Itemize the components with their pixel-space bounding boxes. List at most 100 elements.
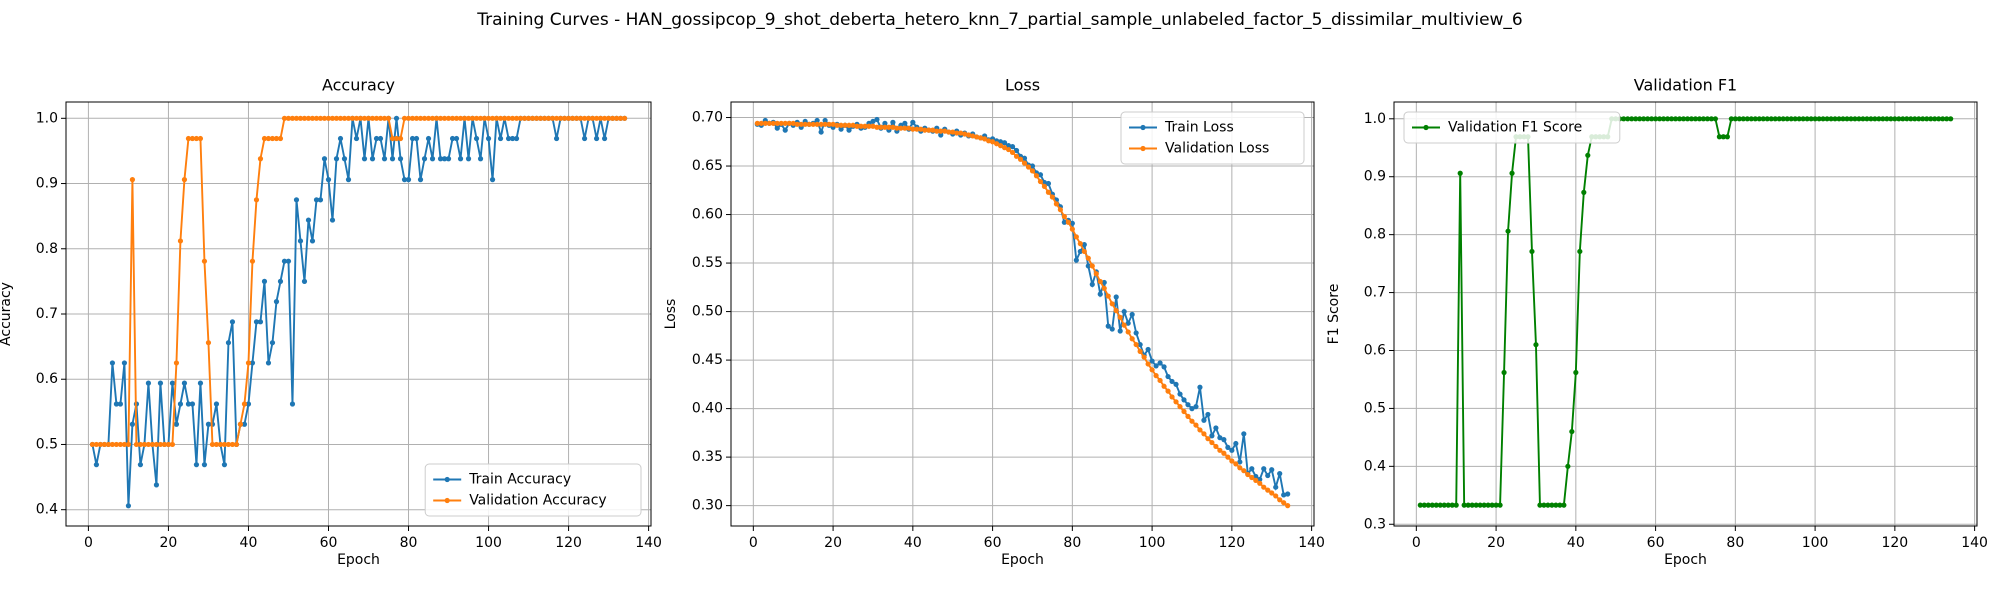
data-point [241,421,248,427]
data-point [942,128,948,134]
data-point [1273,493,1279,499]
data-point [417,115,424,121]
data-point [1033,173,1040,179]
data-point [1429,502,1435,508]
data-point [137,462,144,468]
data-point [177,401,184,407]
data-point [513,135,520,142]
data-point [497,115,504,121]
legend-label: Train Accuracy [468,472,571,488]
data-point [1237,465,1243,471]
data-point [1065,219,1071,225]
data-point [589,115,596,121]
data-point [1932,116,1938,122]
data-point [153,441,160,448]
data-point [910,126,916,132]
data-point [958,130,964,136]
data-point [1049,194,1056,200]
data-point [950,129,956,135]
data-point [385,115,392,121]
data-point [1892,116,1898,122]
data-point [1009,144,1016,150]
data-point [269,340,276,346]
data-point [1541,502,1547,508]
data-point [301,115,308,121]
y-tick-label: 0.5 [1364,400,1386,416]
data-point [1581,189,1587,195]
data-point [882,124,888,130]
data-point [1273,484,1279,490]
data-point [129,177,136,183]
data-point [1776,116,1782,122]
subplot-title: Accuracy [322,76,395,95]
legend-box [1120,111,1305,165]
y-tick-label: 0.4 [36,502,58,518]
data-point [537,115,544,121]
data-point [790,120,796,126]
data-point [914,126,920,132]
data-point [1125,329,1131,335]
data-point [1269,490,1275,496]
data-point [1529,248,1535,255]
data-point [918,126,924,132]
data-point [453,135,460,142]
data-point [890,119,896,125]
data-point [1656,116,1663,122]
data-point [1489,502,1495,508]
data-point [509,115,516,121]
data-point [874,124,880,130]
x-tick-label: 120 [1218,535,1245,551]
data-point [1169,394,1175,400]
x-tick-label: 100 [1139,535,1166,551]
y-tick-label: 0.8 [36,241,58,257]
data-point [245,360,252,366]
data-point [870,118,876,125]
data-point [181,177,188,183]
data-point [1637,116,1643,122]
data-point [1005,143,1012,149]
data-point [249,258,256,264]
data-point [253,319,260,325]
data-point [1241,431,1247,437]
data-point [1940,116,1946,122]
data-point [886,124,892,130]
y-tick-label: 0.6 [36,371,58,387]
data-point [970,133,976,139]
data-point [906,125,912,131]
data-point [565,115,572,121]
data-point [357,115,364,121]
data-point [109,360,116,366]
data-point [1876,116,1882,122]
y-tick-label: 0.6 [1364,342,1386,358]
data-point [1001,145,1008,151]
data-point [461,115,468,121]
data-point [1029,163,1036,169]
data-point [533,115,540,121]
data-point [1125,320,1131,326]
data-point [445,115,452,121]
data-point [1800,116,1806,122]
data-point [962,131,968,137]
data-point [185,401,192,407]
data-point [185,135,192,142]
data-point [121,360,128,366]
data-point [1740,116,1746,122]
data-point [1285,503,1291,509]
data-point [1888,116,1894,122]
data-point [1185,413,1191,419]
data-point [1013,147,1020,154]
data-point [373,115,380,121]
data-point [1533,342,1539,348]
data-point [1005,146,1012,153]
data-point [329,217,336,223]
x-tick-label: 0 [1412,535,1421,551]
data-point [938,132,944,138]
y-tick-label: 0.40 [692,401,723,417]
data-point [581,115,588,121]
data-point [209,441,216,448]
data-point [1784,116,1790,122]
data-point [497,135,504,142]
data-point [1281,500,1287,506]
data-point [229,441,236,448]
data-point [1157,377,1163,384]
